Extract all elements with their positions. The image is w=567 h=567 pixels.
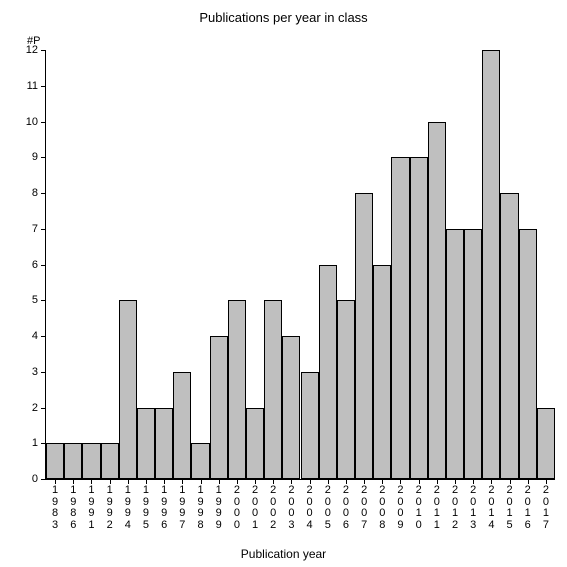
y-tick [41, 265, 46, 266]
y-tick [41, 50, 46, 51]
x-tick-label: 1 9 9 1 [86, 485, 96, 531]
x-tick-label: 1 9 9 6 [159, 485, 169, 531]
y-tick-label: 10 [26, 116, 38, 128]
x-axis-label: Publication year [0, 547, 567, 561]
y-tick-label: 7 [32, 223, 38, 235]
bar [64, 443, 82, 479]
bar [537, 408, 555, 480]
bar [155, 408, 173, 480]
x-tick-label: 2 0 0 2 [268, 485, 278, 531]
bar [464, 229, 482, 479]
x-tick-label: 2 0 0 6 [341, 485, 351, 531]
bar [337, 300, 355, 479]
y-tick-label: 1 [32, 437, 38, 449]
x-tick-label: 1 9 9 2 [105, 485, 115, 531]
bar [264, 300, 282, 479]
y-tick [41, 193, 46, 194]
y-tick-label: 11 [27, 80, 38, 92]
bar [101, 443, 119, 479]
bar [191, 443, 209, 479]
x-tick-label: 1 9 9 7 [177, 485, 187, 531]
x-tick-label: 2 0 1 2 [450, 485, 460, 531]
x-tick-label: 2 0 1 0 [414, 485, 424, 531]
x-tick-label: 2 0 0 4 [305, 485, 315, 531]
bar [428, 122, 446, 480]
chart-title: Publications per year in class [0, 10, 567, 25]
x-tick-label: 2 0 1 4 [486, 485, 496, 531]
x-tick-label: 1 9 9 9 [214, 485, 224, 531]
bar [519, 229, 537, 479]
x-tick-label: 2 0 0 7 [359, 485, 369, 531]
y-tick-label: 2 [32, 402, 38, 414]
x-tick-label: 1 9 8 3 [50, 485, 60, 531]
bar [482, 50, 500, 479]
bar [446, 229, 464, 479]
y-tick-label: 0 [32, 473, 38, 485]
bar [410, 157, 428, 479]
bar [282, 336, 300, 479]
x-tick-label: 2 0 0 0 [232, 485, 242, 531]
x-tick-label: 2 0 1 5 [505, 485, 515, 531]
bar [355, 193, 373, 479]
y-tick [41, 157, 46, 158]
x-tick-label: 2 0 0 5 [323, 485, 333, 531]
x-tick-label: 1 9 8 6 [68, 485, 78, 531]
y-tick [41, 300, 46, 301]
x-tick-label: 2 0 0 1 [250, 485, 260, 531]
x-tick-label: 2 0 0 3 [286, 485, 296, 531]
bar [173, 372, 191, 479]
x-tick-label: 1 9 9 8 [196, 485, 206, 531]
y-tick-label: 5 [32, 294, 38, 306]
bar [373, 265, 391, 480]
bar [210, 336, 228, 479]
y-tick-label: 9 [32, 151, 38, 163]
y-tick [41, 372, 46, 373]
y-tick-label: 3 [32, 366, 38, 378]
plot-area: 01234567891011121 9 8 31 9 8 61 9 9 11 9… [45, 50, 555, 480]
y-tick [41, 479, 46, 480]
x-tick-label: 1 9 9 5 [141, 485, 151, 531]
y-tick [41, 86, 46, 87]
bar [82, 443, 100, 479]
bar [319, 265, 337, 480]
bar [119, 300, 137, 479]
bar [137, 408, 155, 480]
y-tick [41, 122, 46, 123]
x-tick-label: 2 0 0 8 [377, 485, 387, 531]
bar [391, 157, 409, 479]
y-tick-label: 8 [32, 187, 38, 199]
bar [301, 372, 319, 479]
x-tick-label: 2 0 0 9 [395, 485, 405, 531]
chart-container: Publications per year in class #P 012345… [0, 0, 567, 567]
bar [246, 408, 264, 480]
y-tick [41, 408, 46, 409]
x-tick-label: 2 0 1 3 [468, 485, 478, 531]
y-tick-label: 12 [26, 44, 38, 56]
y-tick [41, 229, 46, 230]
bar [46, 443, 64, 479]
y-tick-label: 6 [32, 259, 38, 271]
x-tick-label: 2 0 1 6 [523, 485, 533, 531]
y-tick [41, 336, 46, 337]
x-tick-label: 2 0 1 7 [541, 485, 551, 531]
bar [500, 193, 518, 479]
x-tick-label: 2 0 1 1 [432, 485, 442, 531]
x-tick-label: 1 9 9 4 [123, 485, 133, 531]
y-tick-label: 4 [32, 330, 38, 342]
bar [228, 300, 246, 479]
